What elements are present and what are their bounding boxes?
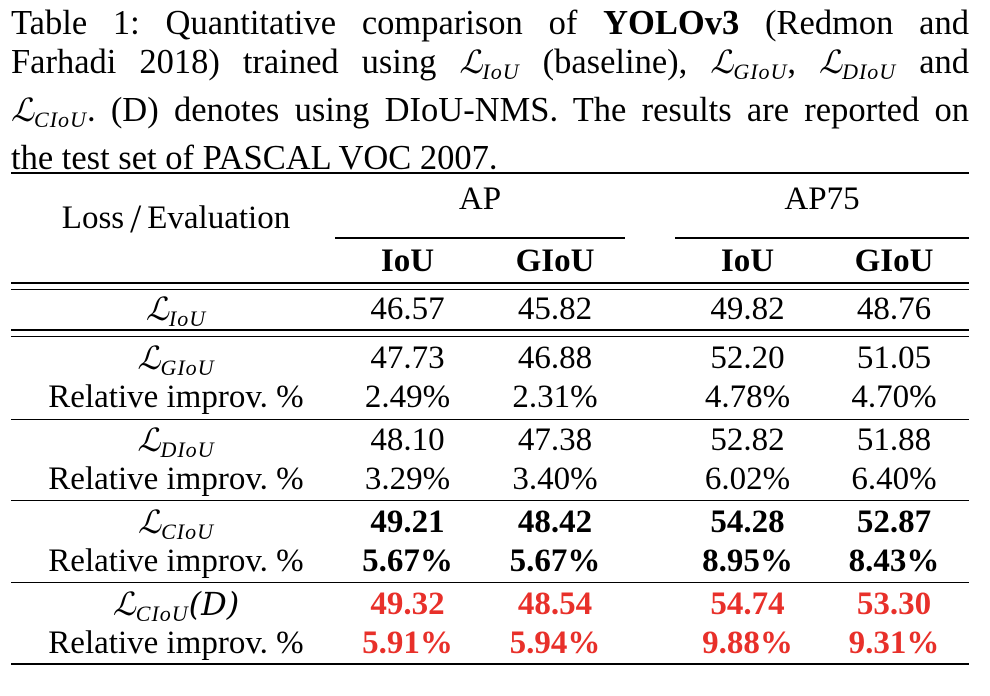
cell-ciou-d-ap75-iou: 54.74 bbox=[710, 586, 785, 622]
header-rule-2 bbox=[11, 289, 969, 291]
cell-giou-rel-ap75-iou: 4.78% bbox=[704, 379, 791, 415]
row-label-ciou-rel: Relative improv. % bbox=[48, 543, 304, 579]
ap75-group-rule bbox=[675, 237, 969, 239]
cell-ciou-ap75-iou: 54.28 bbox=[710, 504, 785, 540]
model-name: YOLOv3 bbox=[603, 4, 740, 42]
col-header-ap75-iou: IoU bbox=[720, 243, 775, 279]
cell-giou-ap-iou: 47.73 bbox=[370, 340, 445, 376]
cell-giou-rel-ap-iou: 2.49% bbox=[364, 379, 451, 415]
caption-line-4: the test set of PASCAL VOC 2007. bbox=[11, 139, 498, 177]
cell-ciou-ap75-giou: 52.87 bbox=[856, 504, 932, 540]
table-top-rule bbox=[11, 172, 969, 174]
col-header-ap-iou: IoU bbox=[380, 243, 435, 279]
cell-diou-rel-ap-iou: 3.29% bbox=[364, 461, 451, 497]
header-rule-1 bbox=[11, 282, 969, 284]
cell-giou-ap75-giou: 51.05 bbox=[856, 340, 932, 376]
corner-header: Loss / Evaluation bbox=[61, 196, 291, 241]
cell-iou-ap75-giou: 48.76 bbox=[856, 291, 932, 327]
cell-ciou-d-rel-ap-giou: 5.94% bbox=[509, 625, 601, 661]
cell-ciou-ap-giou: 48.42 bbox=[517, 504, 593, 540]
table-caption: Table 1: Quantitative comparison of YOLO… bbox=[11, 4, 969, 178]
sep-rule-1a bbox=[11, 329, 969, 331]
row-label-giou-rel: Relative improv. % bbox=[48, 379, 304, 415]
cell-ciou-rel-ap75-giou: 8.43% bbox=[848, 543, 940, 579]
row-label-iou: ℒIoU bbox=[145, 290, 207, 331]
cell-diou-rel-ap75-giou: 6.40% bbox=[851, 461, 937, 497]
cell-iou-ap75-iou: 49.82 bbox=[710, 291, 785, 327]
cell-ciou-d-ap-iou: 49.32 bbox=[370, 586, 445, 622]
cell-ciou-d-ap75-giou: 53.30 bbox=[856, 586, 932, 622]
cell-diou-ap75-giou: 51.88 bbox=[856, 422, 932, 458]
cell-ciou-d-rel-ap-iou: 5.91% bbox=[362, 625, 453, 661]
cell-iou-ap-giou: 45.82 bbox=[517, 291, 593, 327]
cell-ciou-d-rel-ap75-giou: 9.31% bbox=[848, 625, 940, 661]
cell-ciou-d-ap-giou: 48.54 bbox=[517, 586, 593, 622]
caption-line-3: ℒCIoU. (D) denotes using DIoU-NMS. The r… bbox=[11, 91, 969, 132]
row-label-ciou-d-rel: Relative improv. % bbox=[48, 625, 304, 661]
sep-rule-2 bbox=[11, 419, 969, 421]
cell-ciou-rel-ap-giou: 5.67% bbox=[509, 543, 601, 579]
col-header-ap-giou: GIoU bbox=[515, 243, 595, 279]
cell-giou-rel-ap75-giou: 4.70% bbox=[851, 379, 937, 415]
row-label-diou-rel: Relative improv. % bbox=[48, 461, 304, 497]
cell-diou-ap75-iou: 52.82 bbox=[710, 422, 785, 458]
sep-rule-1b bbox=[11, 336, 969, 338]
row-label-ciou: ℒCIoU bbox=[138, 503, 214, 544]
cell-diou-ap-giou: 47.38 bbox=[517, 422, 593, 458]
row-label-ciou-d: ℒCIoU(D) bbox=[112, 585, 240, 626]
caption-line-2: Farhadi 2018) trained using ℒIoU (baseli… bbox=[11, 43, 970, 84]
cell-iou-ap-iou: 46.57 bbox=[370, 291, 445, 327]
caption-line-1: Table 1: Quantitative comparison of YOLO… bbox=[11, 4, 969, 42]
col-header-ap75-giou: GIoU bbox=[854, 243, 934, 279]
ap-group-rule bbox=[335, 237, 625, 239]
cell-giou-ap-giou: 46.88 bbox=[517, 340, 593, 376]
sep-rule-4 bbox=[11, 582, 969, 584]
row-label-giou: ℒGIoU bbox=[137, 339, 215, 380]
cell-giou-ap75-iou: 52.20 bbox=[710, 340, 785, 376]
table-bottom-rule bbox=[11, 663, 969, 665]
group-header-ap: AP bbox=[458, 181, 502, 217]
cell-giou-rel-ap-giou: 2.31% bbox=[512, 379, 598, 415]
cell-ciou-d-rel-ap75-iou: 9.88% bbox=[702, 625, 793, 661]
row-label-diou: ℒDIoU bbox=[137, 421, 215, 462]
cell-diou-rel-ap75-iou: 6.02% bbox=[704, 461, 791, 497]
group-header-ap75: AP75 bbox=[784, 181, 860, 217]
cell-ciou-rel-ap75-iou: 8.95% bbox=[702, 543, 793, 579]
sep-rule-3 bbox=[11, 500, 969, 502]
cell-ciou-rel-ap-iou: 5.67% bbox=[362, 543, 453, 579]
cell-diou-ap-iou: 48.10 bbox=[370, 422, 445, 458]
cell-ciou-ap-iou: 49.21 bbox=[370, 504, 445, 540]
cell-diou-rel-ap-giou: 3.40% bbox=[512, 461, 598, 497]
